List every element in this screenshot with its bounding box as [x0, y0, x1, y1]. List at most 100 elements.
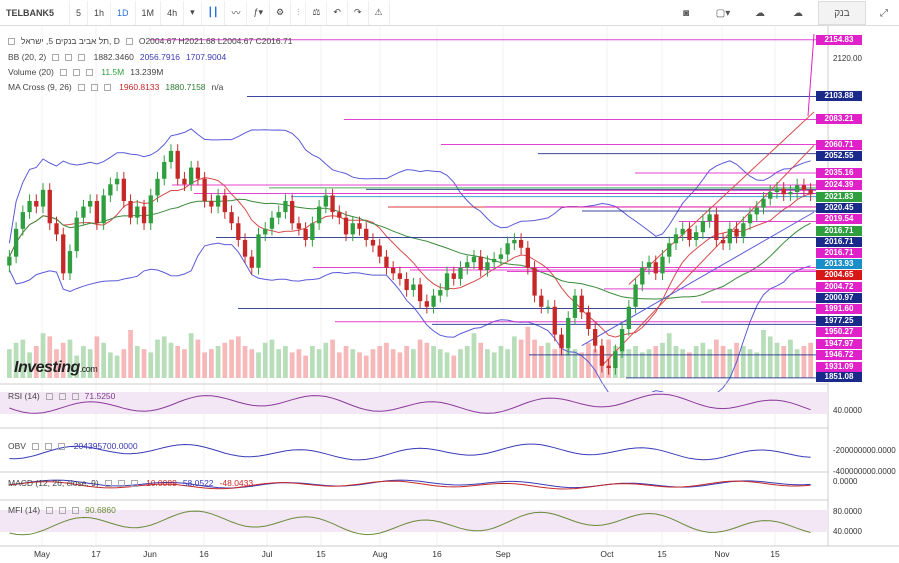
bb-gear-icon[interactable]	[65, 54, 73, 62]
candle-body	[438, 290, 443, 296]
mfi-gear-icon[interactable]	[59, 507, 67, 515]
interval-1d[interactable]: 1D	[111, 0, 136, 25]
volume-bar	[148, 352, 154, 378]
candles-icon[interactable]: ┃┃	[202, 0, 226, 25]
chart-area[interactable]	[0, 26, 899, 563]
candle-body	[276, 212, 281, 218]
symbol-field[interactable]: TELBANK5	[0, 0, 70, 25]
legend-ma: MA Cross (9, 26) 1960.8133 1880.7158 n/a	[8, 82, 229, 92]
legend-toggle-icon[interactable]	[8, 38, 15, 46]
price-tag: 2016.71	[816, 236, 862, 247]
volume-value: 11.5M	[101, 67, 125, 77]
candle-body	[343, 217, 349, 235]
mfi-eye-icon[interactable]	[46, 507, 54, 515]
volume-bar	[781, 346, 787, 378]
volume-bar	[215, 346, 221, 378]
bb-eye-icon[interactable]	[52, 54, 60, 62]
horizontal-levels	[150, 39, 816, 379]
volume-bar	[188, 333, 194, 378]
interval-1m[interactable]: 1M	[136, 0, 162, 25]
volume-bar	[262, 342, 268, 378]
volume-bar	[67, 339, 73, 378]
area-chart-icon[interactable]: 〰	[225, 0, 248, 25]
macd-eye-icon[interactable]	[104, 480, 112, 488]
obv-close-icon[interactable]	[57, 443, 65, 451]
interval-1h[interactable]: 1h	[88, 0, 112, 25]
volume-bar	[222, 342, 228, 378]
candle-body	[593, 329, 598, 346]
volume-bar	[283, 346, 288, 378]
mfi-value: 90.6860	[85, 505, 116, 515]
alert-icon[interactable]: ⚠	[369, 0, 390, 25]
price-tag: 2083.21	[816, 114, 862, 125]
volume-close-icon[interactable]	[85, 69, 93, 77]
compare-icon[interactable]: ⫶	[291, 0, 307, 25]
rsi-close-icon[interactable]	[71, 393, 79, 401]
rsi-eye-icon[interactable]	[45, 393, 53, 401]
mfi-axis-label-2: 40.0000	[833, 527, 862, 536]
fullscreen-icon[interactable]: ⤢	[880, 7, 888, 19]
obv-eye-icon[interactable]	[31, 443, 39, 451]
redo-icon[interactable]: ↷	[348, 0, 369, 25]
interval-4h[interactable]: 4h	[161, 0, 185, 25]
legend-settings-icon[interactable]	[125, 38, 133, 46]
scale-icon[interactable]: ⚖	[306, 0, 328, 25]
candle-body	[747, 214, 753, 224]
candle-body	[734, 228, 739, 237]
template-icon[interactable]: ▢▾	[715, 7, 731, 19]
candle-body	[20, 212, 25, 229]
volume-bar	[444, 352, 450, 378]
bb-close-icon[interactable]	[78, 54, 86, 62]
undo-icon[interactable]: ↶	[327, 0, 348, 25]
candle-body	[552, 306, 557, 335]
volume-bar	[700, 342, 706, 378]
candle-body	[559, 334, 564, 348]
candle-body	[290, 200, 295, 224]
candle-body	[768, 192, 773, 199]
macd-hist: 10.0089	[146, 478, 177, 488]
x-tick-label: 15	[770, 549, 780, 559]
price-tag: 1851.08	[816, 372, 862, 382]
volume-bar	[296, 349, 302, 378]
mfi-close-icon[interactable]	[72, 507, 80, 515]
volume-bar	[128, 330, 133, 378]
cloud-upload-icon[interactable]: ☁	[793, 7, 803, 19]
candle-body	[67, 251, 73, 274]
ma-close-icon[interactable]	[103, 84, 111, 92]
volume-bar	[242, 346, 248, 378]
volume-gear-icon[interactable]	[72, 69, 80, 77]
candle-body	[215, 195, 221, 207]
obv-gear-icon[interactable]	[44, 443, 52, 451]
volume-bar	[141, 349, 147, 378]
interval-5[interactable]: 5	[70, 0, 89, 25]
chevron-down-icon[interactable]: ▾	[184, 0, 202, 25]
camera-icon[interactable]: ◙	[682, 7, 690, 19]
candle-body	[263, 228, 268, 235]
price-tag: 1946.72	[816, 350, 862, 361]
rsi-gear-icon[interactable]	[58, 393, 66, 401]
macd-close-icon[interactable]	[130, 480, 138, 488]
volume-label: Volume (20)	[8, 67, 54, 77]
volume-eye-icon[interactable]	[59, 69, 67, 77]
candle-body	[619, 329, 625, 352]
macd-legend: MACD (12, 26, close, 9) 10.0089 58.0522 -4…	[8, 478, 259, 488]
settings-icon[interactable]: ⚙	[270, 0, 292, 25]
candle-body	[40, 189, 46, 207]
x-tick-label: Jul	[261, 549, 273, 559]
volume-bar	[134, 346, 140, 378]
ma-gear-icon[interactable]	[90, 84, 98, 92]
cloud-icon[interactable]: ☁	[755, 7, 765, 19]
ma-label: MA Cross (9, 26)	[8, 82, 72, 92]
price-tag: 2103.88	[816, 91, 862, 102]
candle-body	[7, 256, 12, 266]
price-tag: 2052.55	[816, 150, 862, 161]
candle-body	[27, 200, 32, 213]
volume-bar	[350, 349, 356, 378]
volume-bar	[639, 352, 645, 378]
indicator-icon[interactable]: ƒ▾	[247, 0, 270, 25]
volume-bar	[693, 346, 699, 378]
ma-eye-icon[interactable]	[77, 84, 85, 92]
volume-bar	[256, 352, 261, 378]
macd-gear-icon[interactable]	[117, 480, 125, 488]
bb-upper: 2056.7916	[139, 52, 181, 62]
